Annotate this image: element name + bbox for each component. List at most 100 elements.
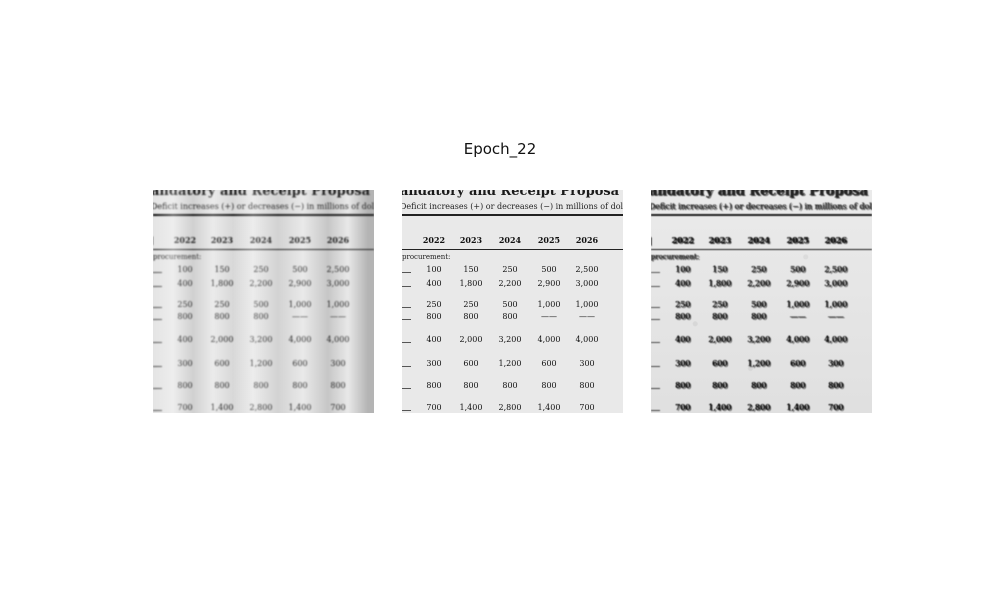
table-cell: 400 (675, 335, 691, 344)
image-panel-clean-target: andatory and Receipt Proposa Deficit incr… (402, 190, 623, 413)
table-cell: 500 (541, 265, 557, 274)
table-cell: 4,000 (786, 335, 810, 344)
year-header: 2026 (824, 235, 848, 245)
table-cell: 1,000 (575, 300, 599, 309)
table-cell: 700 (330, 403, 346, 412)
row-leader (402, 286, 411, 287)
row-leader (651, 388, 660, 389)
table-cell: 4,000 (537, 335, 561, 344)
table-cell: 600 (712, 359, 728, 368)
table-cell: 4,000 (824, 335, 848, 344)
row-leader (651, 307, 660, 308)
table-cell: 150 (214, 265, 230, 274)
table-cell: 2,500 (326, 265, 350, 274)
table-cell: 800 (253, 381, 269, 390)
image-panel-degraded-input: andatory and Receipt Proposa Deficit incr… (153, 190, 374, 413)
year-header: 2023 (708, 235, 732, 245)
table-cell: 700 (828, 403, 844, 412)
table-rule (651, 214, 872, 216)
table-cell: 600 (292, 359, 308, 368)
year-header: 2026 (326, 235, 350, 245)
table-cell: 2,800 (747, 403, 771, 412)
table-cell: 500 (751, 300, 767, 309)
table-cell: 300 (330, 359, 346, 368)
table-cell: 800 (751, 381, 767, 390)
table-cell: 250 (502, 265, 518, 274)
year-header: 2025 (786, 235, 810, 245)
table-cell: 2,000 (210, 335, 234, 344)
table-cell: 800 (214, 312, 230, 321)
row-leader (651, 286, 660, 287)
document-heading: andatory and Receipt Proposa (153, 190, 371, 199)
table-cell: 250 (426, 300, 442, 309)
table-cell: 300 (177, 359, 193, 368)
table-cell: —— (541, 312, 557, 321)
table-cell: 1,400 (459, 403, 483, 412)
table-cell: 100 (426, 265, 442, 274)
row-leader (651, 319, 660, 320)
table-cell: 250 (712, 300, 728, 309)
table-cell: 800 (463, 312, 479, 321)
table-cell: 800 (177, 381, 193, 390)
document-subheading: Deficit increases (+) or decreases (−) i… (651, 202, 872, 211)
year-header: 2022 (422, 235, 446, 245)
table-cell: 1,400 (708, 403, 732, 412)
table-cell: 400 (426, 335, 442, 344)
table-rule (153, 214, 374, 216)
year-header: 2026 (575, 235, 599, 245)
column-edge-mark: | (651, 235, 652, 245)
table-cell: 700 (579, 403, 595, 412)
table-cell: 300 (828, 359, 844, 368)
year-header: 2025 (537, 235, 561, 245)
table-cell: 800 (579, 381, 595, 390)
table-cell: 250 (463, 300, 479, 309)
table-cell: 300 (426, 359, 442, 368)
table-cell: 800 (502, 312, 518, 321)
table-cell: 2,800 (498, 403, 522, 412)
row-leader (153, 272, 162, 273)
table-cell: 250 (253, 265, 269, 274)
row-leader (153, 286, 162, 287)
table-cell: 800 (712, 312, 728, 321)
table-cell: 4,000 (575, 335, 599, 344)
document-heading: andatory and Receipt Proposa (651, 190, 869, 199)
table-cell: 800 (330, 381, 346, 390)
table-cell: 3,200 (498, 335, 522, 344)
year-header: 2024 (747, 235, 771, 245)
table-cell: 600 (541, 359, 557, 368)
table-cell: 1,400 (537, 403, 561, 412)
year-header: 2025 (288, 235, 312, 245)
column-edge-mark: | (402, 235, 403, 245)
table-cell: 800 (751, 312, 767, 321)
table-cell: 800 (502, 381, 518, 390)
figure-title: Epoch_22 (463, 140, 537, 158)
table-cell: 800 (426, 381, 442, 390)
row-leader (153, 366, 162, 367)
table-cell: 2,200 (249, 279, 273, 288)
table-cell: 2,900 (537, 279, 561, 288)
table-cell: 3,200 (249, 335, 273, 344)
table-cell: 1,800 (459, 279, 483, 288)
table-cell: 400 (426, 279, 442, 288)
table-cell: —— (828, 312, 844, 321)
document-subheading: Deficit increases (+) or decreases (−) i… (402, 202, 623, 211)
table-cell: 400 (675, 279, 691, 288)
row-leader (153, 388, 162, 389)
table-cell: 250 (751, 265, 767, 274)
table-cell: 800 (790, 381, 806, 390)
table-cell: 2,000 (459, 335, 483, 344)
row-leader (153, 410, 162, 411)
row-leader (153, 342, 162, 343)
table-cell: 250 (177, 300, 193, 309)
table-cell: —— (330, 312, 346, 321)
table-cell: 100 (675, 265, 691, 274)
table-cell: 1,800 (210, 279, 234, 288)
table-cell: 500 (292, 265, 308, 274)
row-leader (402, 366, 411, 367)
table-cell: 500 (790, 265, 806, 274)
table-cell: 1,400 (288, 403, 312, 412)
table-cell: 1,200 (498, 359, 522, 368)
table-cell: 4,000 (288, 335, 312, 344)
table-cell: 800 (675, 381, 691, 390)
table-cell: 500 (502, 300, 518, 309)
